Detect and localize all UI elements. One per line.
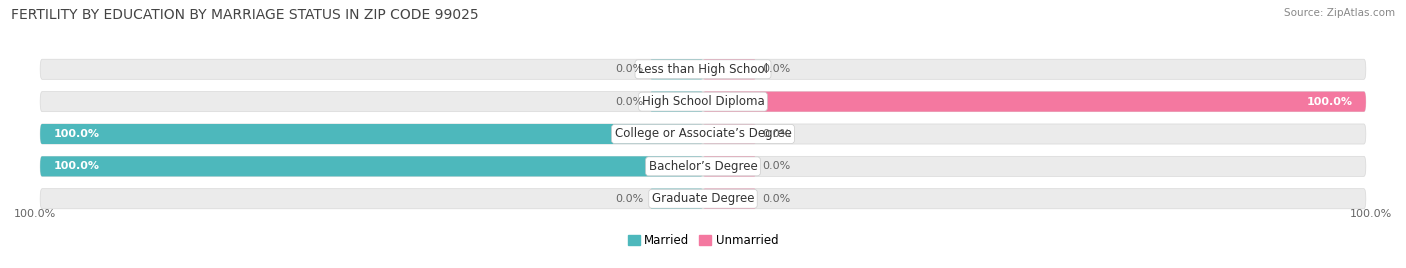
Text: 0.0%: 0.0% <box>762 64 792 74</box>
Text: 100.0%: 100.0% <box>1306 97 1353 107</box>
FancyBboxPatch shape <box>703 189 756 209</box>
FancyBboxPatch shape <box>41 156 1365 176</box>
FancyBboxPatch shape <box>703 59 756 79</box>
Text: 0.0%: 0.0% <box>614 97 644 107</box>
FancyBboxPatch shape <box>650 189 703 209</box>
FancyBboxPatch shape <box>703 124 756 144</box>
Text: 100.0%: 100.0% <box>53 161 100 171</box>
Text: College or Associate’s Degree: College or Associate’s Degree <box>614 128 792 140</box>
FancyBboxPatch shape <box>41 124 1365 144</box>
Text: 0.0%: 0.0% <box>614 64 644 74</box>
Text: Graduate Degree: Graduate Degree <box>652 192 754 205</box>
FancyBboxPatch shape <box>650 92 703 112</box>
FancyBboxPatch shape <box>703 92 1365 112</box>
FancyBboxPatch shape <box>41 124 703 144</box>
FancyBboxPatch shape <box>650 59 703 79</box>
FancyBboxPatch shape <box>41 189 1365 209</box>
FancyBboxPatch shape <box>41 59 1365 79</box>
Text: 100.0%: 100.0% <box>53 129 100 139</box>
Text: 0.0%: 0.0% <box>762 129 792 139</box>
Text: Bachelor’s Degree: Bachelor’s Degree <box>648 160 758 173</box>
Text: FERTILITY BY EDUCATION BY MARRIAGE STATUS IN ZIP CODE 99025: FERTILITY BY EDUCATION BY MARRIAGE STATU… <box>11 8 479 22</box>
FancyBboxPatch shape <box>703 156 756 176</box>
Text: 100.0%: 100.0% <box>14 209 56 219</box>
FancyBboxPatch shape <box>41 156 703 176</box>
Legend: Married, Unmarried: Married, Unmarried <box>623 229 783 252</box>
Text: 100.0%: 100.0% <box>1350 209 1392 219</box>
Text: 0.0%: 0.0% <box>762 194 792 204</box>
Text: 0.0%: 0.0% <box>762 161 792 171</box>
Text: Source: ZipAtlas.com: Source: ZipAtlas.com <box>1284 8 1395 18</box>
Text: High School Diploma: High School Diploma <box>641 95 765 108</box>
FancyBboxPatch shape <box>41 92 1365 112</box>
Text: Less than High School: Less than High School <box>638 63 768 76</box>
Text: 0.0%: 0.0% <box>614 194 644 204</box>
